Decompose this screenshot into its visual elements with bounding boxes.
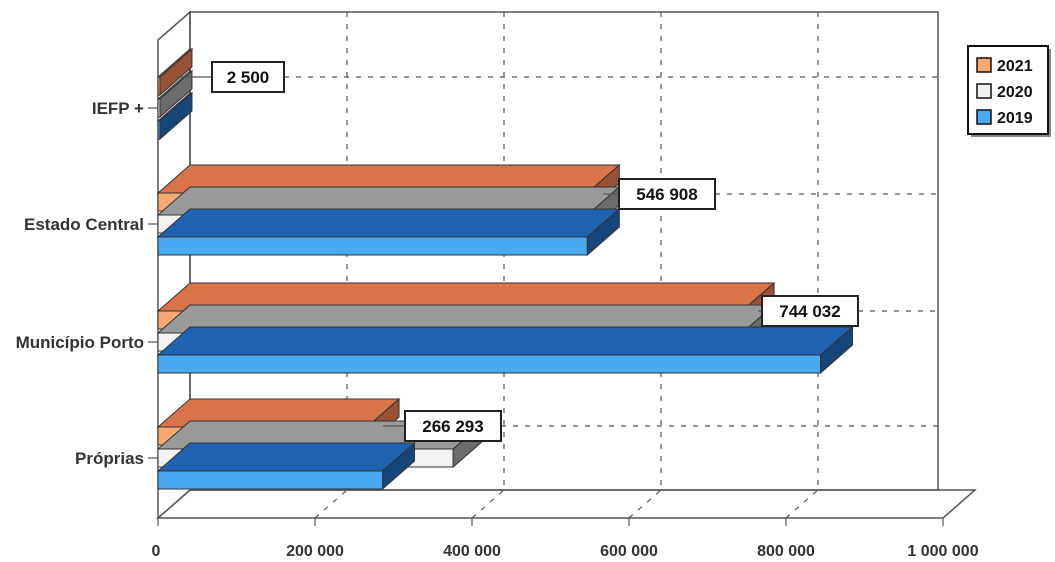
data-label-box — [618, 178, 716, 210]
legend: 2021 2020 2019 — [967, 45, 1051, 137]
data-label-box — [211, 61, 285, 93]
legend-swatch-2021 — [976, 57, 992, 73]
bar-side-face — [159, 69, 193, 119]
bar-proprias-2019 — [156, 441, 416, 491]
bar-side-face — [820, 325, 854, 375]
bar-side-face — [382, 441, 416, 491]
data-label-box — [761, 295, 859, 327]
bar-iefp-2020 — [156, 69, 194, 119]
x-tick-2: 400 000 — [443, 543, 501, 560]
bar-municipio-porto-2019 — [156, 325, 854, 375]
data-labels: 2 500 546 908 744 032 266 293 — [211, 61, 859, 442]
legend-swatch-2019 — [976, 109, 992, 125]
category-label-municipio-porto: Município Porto — [16, 333, 144, 352]
bar-top-face — [156, 442, 416, 472]
category-labels: IEFP + Estado Central Município Porto Própr… — [16, 99, 158, 468]
bar-iefp-2019 — [156, 91, 194, 141]
data-label-box — [404, 410, 502, 442]
bar-front-face — [157, 354, 822, 374]
x-tick-3: 600 000 — [600, 543, 658, 560]
bar-iefp-2021 — [156, 47, 194, 97]
bar-side-face — [159, 91, 193, 141]
bar-side-face — [159, 47, 193, 97]
bar-estado-central-2019 — [156, 207, 621, 257]
legend-swatch-2020 — [976, 83, 992, 99]
legend-label-2019: 2019 — [997, 110, 1033, 127]
bar-front-face — [157, 470, 384, 490]
chart-bars — [156, 47, 854, 491]
category-label-iefp: IEFP + — [92, 99, 144, 118]
data-label-municipio-porto: 744 032 — [779, 302, 840, 321]
bar-top-face — [156, 208, 621, 238]
bar-front-face — [157, 236, 588, 256]
label-connectors — [175, 76, 938, 427]
floor-plane — [156, 489, 977, 519]
legend-label-2021: 2021 — [997, 58, 1033, 75]
chart-floor — [156, 489, 977, 519]
x-tick-5: 1 000 000 — [907, 543, 978, 560]
x-tick-0: 0 — [152, 543, 161, 560]
x-tick-labels: 0 200 000 400 000 600 000 800 000 1 000 000 — [152, 518, 979, 560]
bar-side-face — [586, 207, 620, 257]
data-label-estado-central: 546 908 — [636, 185, 697, 204]
legend-label-2020: 2020 — [997, 84, 1033, 101]
data-label-iefp: 2 500 — [227, 68, 270, 87]
bar-top-face — [156, 326, 854, 356]
x-tick-4: 800 000 — [757, 543, 815, 560]
x-tick-1: 200 000 — [286, 543, 344, 560]
data-label-proprias: 266 293 — [422, 417, 483, 436]
category-label-estado-central: Estado Central — [24, 215, 144, 234]
category-label-proprias: Próprias — [75, 449, 144, 468]
